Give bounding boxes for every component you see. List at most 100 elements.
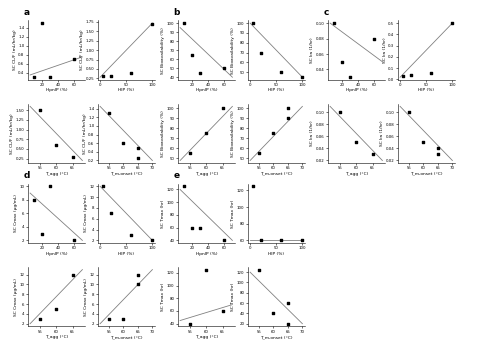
Point — [128, 232, 136, 238]
Point — [120, 316, 128, 322]
Point — [46, 184, 54, 189]
Point — [120, 140, 128, 146]
Point — [434, 152, 442, 157]
Text: e: e — [174, 171, 180, 180]
X-axis label: T_m,onset (°C): T_m,onset (°C) — [260, 335, 292, 339]
X-axis label: HpnIP (%): HpnIP (%) — [196, 252, 217, 256]
Point — [186, 321, 194, 326]
Point — [68, 272, 76, 277]
X-axis label: T_agg (°C): T_agg (°C) — [44, 172, 68, 176]
Point — [448, 20, 456, 26]
X-axis label: HIP (%): HIP (%) — [418, 88, 434, 92]
Point — [38, 20, 46, 26]
Point — [336, 110, 344, 115]
X-axis label: T_m,onset (°C): T_m,onset (°C) — [110, 172, 142, 176]
X-axis label: T_agg (°C): T_agg (°C) — [194, 172, 218, 176]
Point — [180, 184, 188, 189]
X-axis label: HpnIP (%): HpnIP (%) — [46, 252, 67, 256]
Y-axis label: SC Bioavailability (%): SC Bioavailability (%) — [232, 110, 235, 157]
Y-axis label: SC Bioavailability (%): SC Bioavailability (%) — [162, 27, 166, 73]
Point — [278, 238, 285, 243]
Text: a: a — [24, 8, 30, 17]
Y-axis label: SC CL/F (mL/hr/kg): SC CL/F (mL/hr/kg) — [12, 30, 16, 70]
Point — [270, 311, 278, 316]
X-axis label: T_agg (°C): T_agg (°C) — [44, 335, 68, 339]
Point — [105, 110, 113, 116]
Y-axis label: SC CL/F (mL/hr/kg): SC CL/F (mL/hr/kg) — [10, 113, 14, 154]
Point — [52, 142, 60, 148]
Y-axis label: SC ka (1/hr): SC ka (1/hr) — [380, 121, 384, 146]
Point — [256, 50, 264, 55]
Point — [30, 74, 38, 80]
X-axis label: HIP (%): HIP (%) — [268, 88, 284, 92]
X-axis label: HpnIP (%): HpnIP (%) — [346, 88, 367, 92]
Point — [368, 152, 376, 157]
Point — [196, 70, 204, 75]
Point — [352, 140, 360, 145]
Point — [248, 20, 256, 26]
Point — [248, 184, 256, 189]
Y-axis label: SC ka (1/hr): SC ka (1/hr) — [310, 121, 314, 146]
Point — [105, 316, 113, 322]
Text: d: d — [24, 171, 30, 180]
Point — [98, 74, 106, 79]
Y-axis label: SC Tmax (hr): SC Tmax (hr) — [232, 283, 235, 311]
Point — [284, 116, 292, 121]
Point — [70, 56, 78, 62]
Point — [202, 131, 210, 136]
Point — [106, 74, 114, 79]
Y-axis label: SC Tmax (hr): SC Tmax (hr) — [162, 283, 166, 311]
X-axis label: T_m,onset (°C): T_m,onset (°C) — [260, 172, 292, 176]
Y-axis label: SC Tmax (hr): SC Tmax (hr) — [162, 199, 166, 227]
Point — [420, 140, 428, 145]
Point — [434, 146, 442, 151]
Point — [68, 154, 76, 159]
Point — [186, 151, 194, 156]
X-axis label: T_agg (°C): T_agg (°C) — [344, 172, 368, 176]
Point — [284, 321, 292, 326]
Point — [52, 306, 60, 312]
Point — [38, 231, 46, 236]
Point — [405, 110, 413, 115]
Point — [284, 106, 292, 111]
Point — [256, 238, 264, 243]
Point — [30, 197, 38, 203]
X-axis label: T_agg (°C): T_agg (°C) — [194, 335, 218, 339]
Y-axis label: SC Cmax (μg/mL): SC Cmax (μg/mL) — [14, 194, 18, 232]
Point — [148, 21, 156, 27]
Point — [255, 267, 263, 272]
Point — [98, 184, 106, 189]
Y-axis label: SC Cmax (μg/mL): SC Cmax (μg/mL) — [84, 278, 88, 316]
Point — [134, 282, 142, 287]
X-axis label: HIP (%): HIP (%) — [118, 252, 134, 256]
Y-axis label: SC CL/F (mL/hr/kg): SC CL/F (mL/hr/kg) — [80, 30, 84, 70]
Y-axis label: SC CL/F (mL/hr/kg): SC CL/F (mL/hr/kg) — [82, 113, 86, 154]
Point — [284, 300, 292, 306]
X-axis label: HpnIP (%): HpnIP (%) — [46, 88, 67, 92]
Point — [338, 59, 346, 65]
Point — [148, 238, 156, 243]
Y-axis label: SC Cmax (μg/mL): SC Cmax (μg/mL) — [84, 194, 88, 232]
Point — [134, 156, 142, 161]
Point — [180, 20, 188, 26]
Point — [298, 238, 306, 243]
Point — [428, 70, 436, 75]
Point — [36, 316, 44, 322]
Y-axis label: SC Bioavailability (%): SC Bioavailability (%) — [162, 110, 166, 157]
Point — [270, 131, 278, 136]
Point — [70, 238, 78, 243]
Point — [398, 73, 406, 79]
Point — [196, 225, 204, 231]
Point — [46, 74, 54, 80]
Y-axis label: SC Bioavailability (%): SC Bioavailability (%) — [232, 27, 235, 73]
Text: b: b — [174, 8, 180, 17]
Point — [188, 52, 196, 57]
Point — [370, 36, 378, 41]
Point — [330, 20, 338, 26]
X-axis label: HIP (%): HIP (%) — [118, 88, 134, 92]
Point — [406, 72, 414, 78]
Point — [218, 106, 226, 111]
Y-axis label: SC Tmax (hr): SC Tmax (hr) — [232, 199, 235, 227]
X-axis label: T_m,onset (°C): T_m,onset (°C) — [110, 335, 142, 339]
Point — [134, 272, 142, 277]
